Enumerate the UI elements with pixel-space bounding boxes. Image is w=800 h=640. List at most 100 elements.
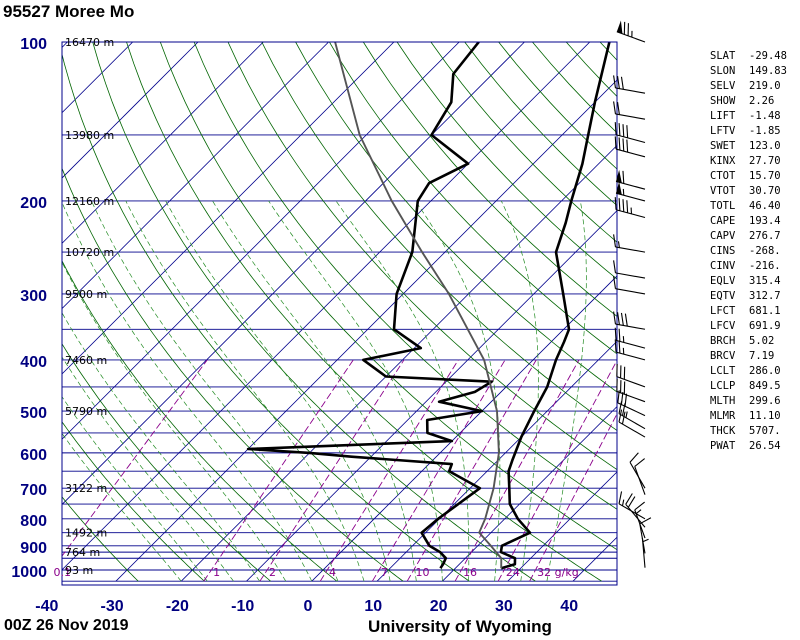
temperature-tick-label: 30 bbox=[495, 598, 513, 615]
index-name: LFTV bbox=[710, 125, 736, 137]
mixing-ratio-line bbox=[529, 412, 617, 582]
index-value: 219.0 bbox=[749, 80, 781, 92]
moist-adiabat-line bbox=[62, 261, 287, 582]
height-label: 13980 m bbox=[65, 129, 114, 142]
index-value: -29.48 bbox=[749, 50, 787, 62]
wind-barb bbox=[618, 409, 646, 438]
index-name: KINX bbox=[710, 155, 736, 167]
plot-frame bbox=[61, 41, 618, 586]
index-value: -1.48 bbox=[749, 110, 781, 122]
barb-pennant bbox=[616, 181, 622, 195]
barb-flag bbox=[613, 75, 616, 89]
index-value: 46.40 bbox=[749, 200, 781, 212]
wind-barb bbox=[613, 276, 646, 295]
barb-flag bbox=[613, 311, 616, 325]
barb-pennant bbox=[616, 169, 622, 183]
moist-adiabat-line bbox=[62, 396, 208, 582]
barb-staff bbox=[615, 272, 646, 279]
mixing-ratio-line bbox=[203, 359, 354, 582]
pressure-tick-label: 500 bbox=[20, 405, 47, 422]
barb-staff bbox=[615, 209, 646, 219]
barb-staff bbox=[615, 180, 646, 190]
barb-staff bbox=[625, 503, 646, 528]
index-value: -1.85 bbox=[749, 125, 781, 137]
height-label: 93 m bbox=[65, 564, 93, 577]
moist-adiabat-line bbox=[62, 356, 234, 582]
barb-flag bbox=[618, 491, 623, 504]
wind-barb bbox=[618, 401, 646, 430]
index-name: LFCV bbox=[710, 320, 736, 332]
moist-adiabat-line bbox=[212, 200, 417, 582]
pressure-tick-label: 800 bbox=[20, 513, 47, 530]
temperature-tick-label: -20 bbox=[166, 598, 189, 615]
pressure-tick-label: 200 bbox=[20, 195, 47, 212]
pressure-tick-label: 900 bbox=[20, 540, 47, 557]
station-title: 95527 Moree Mo bbox=[3, 2, 135, 21]
index-name: LCLT bbox=[710, 365, 736, 377]
pressure-tick-label: 400 bbox=[20, 354, 47, 371]
dry-adiabat-line bbox=[62, 260, 338, 582]
moist-adiabat-line bbox=[546, 200, 587, 582]
barb-flag bbox=[613, 276, 616, 289]
mixing-ratio-label: 32 g/kg bbox=[537, 566, 579, 579]
temperature-tick-label: -40 bbox=[35, 598, 58, 615]
barb-staff bbox=[616, 390, 646, 403]
index-value: 11.10 bbox=[749, 410, 781, 422]
index-value: 193.4 bbox=[749, 215, 781, 227]
index-value: 123.0 bbox=[749, 140, 781, 152]
barb-staff bbox=[615, 148, 646, 158]
barb-flag bbox=[634, 501, 645, 511]
wind-barb bbox=[616, 20, 646, 43]
barb-half-flag bbox=[617, 241, 620, 248]
pressure-tick-label: 100 bbox=[20, 36, 47, 53]
height-label: 3122 m bbox=[65, 482, 107, 495]
wind-barb bbox=[641, 537, 649, 568]
index-name: LIFT bbox=[710, 110, 736, 122]
index-value: 5707. bbox=[749, 425, 781, 437]
wind-barb bbox=[613, 311, 646, 330]
dry-adiabat-line bbox=[295, 42, 617, 393]
stability-indices-list: SLAT -29.48 SLON 149.83 SELV 219.0 SHOW 2.26 LIF… bbox=[710, 49, 787, 454]
index-value: 2.26 bbox=[749, 95, 775, 107]
wind-barb bbox=[613, 260, 646, 279]
dry-adiabat-line bbox=[92, 42, 536, 582]
barb-staff bbox=[615, 134, 646, 144]
wind-barb bbox=[614, 197, 646, 219]
mixing-ratio-label: 24 bbox=[506, 566, 520, 579]
index-value: 312.7 bbox=[749, 290, 781, 302]
index-name: TOTL bbox=[710, 200, 736, 212]
barb-flag bbox=[614, 136, 617, 150]
index-name: LCLP bbox=[710, 380, 736, 392]
index-value: 5.02 bbox=[749, 335, 775, 347]
isotherm-line bbox=[62, 42, 264, 244]
height-label: 12160 m bbox=[65, 195, 114, 208]
index-row: CAPV 276.7 bbox=[710, 229, 787, 244]
barb-flag bbox=[626, 200, 629, 213]
index-value: 149.83 bbox=[749, 65, 787, 77]
index-row: LCLT 286.0 bbox=[710, 364, 787, 379]
barb-half-flag bbox=[642, 538, 649, 543]
wind-barb bbox=[616, 363, 646, 388]
index-value: 849.5 bbox=[749, 380, 781, 392]
wind-barb bbox=[614, 136, 646, 158]
index-row: VTOT 30.70 bbox=[710, 184, 787, 199]
index-row: SELV 219.0 bbox=[710, 79, 787, 94]
dry-adiabat-line bbox=[396, 42, 617, 280]
barb-flag bbox=[634, 458, 645, 467]
pressure-tick-label: 600 bbox=[20, 447, 47, 464]
wind-barb bbox=[634, 501, 646, 539]
index-value: -216. bbox=[749, 260, 781, 272]
wind-barb bbox=[629, 452, 646, 489]
barb-flag bbox=[616, 76, 620, 89]
barb-staff bbox=[634, 466, 646, 495]
index-row: LFCV 691.9 bbox=[710, 319, 787, 334]
barb-flag bbox=[616, 102, 620, 115]
barb-staff bbox=[618, 413, 646, 430]
barb-flag bbox=[614, 197, 617, 210]
dry-adiabat-line bbox=[159, 42, 617, 551]
dry-adiabat-line bbox=[62, 421, 205, 582]
barb-staff bbox=[641, 537, 646, 568]
mixing-ratio-label: 16 bbox=[463, 566, 477, 579]
index-row: THCK 5707. bbox=[710, 424, 787, 439]
grid-lines bbox=[62, 42, 617, 582]
